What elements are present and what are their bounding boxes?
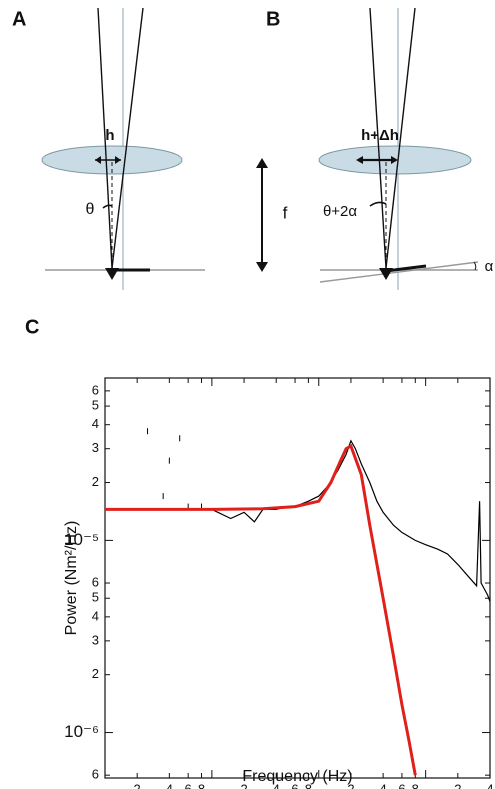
x-tick-label: 6	[398, 781, 405, 789]
data-line	[211, 439, 491, 602]
x-tick-label: 2	[240, 781, 247, 789]
y-tick-label: 3	[92, 440, 99, 455]
x-tick-label: 2	[134, 781, 141, 789]
width-label: h	[105, 127, 114, 144]
x-tick-label: 4	[166, 781, 173, 789]
beam	[97, 7, 113, 269]
focal-label: f	[283, 203, 288, 222]
y-tick-label: 5	[92, 590, 99, 605]
angle-arc	[473, 261, 477, 271]
panel-label: A	[12, 8, 26, 30]
beam	[111, 7, 144, 269]
cantilever	[385, 264, 427, 273]
tilt-label: α	[485, 258, 494, 275]
angle-arc	[102, 204, 113, 209]
x-tick-label: 8	[305, 781, 312, 789]
y-axis-label: Power (Nm²/Hz)	[63, 521, 80, 636]
y-tick-label: 10⁻⁵	[64, 530, 99, 549]
tip	[379, 268, 393, 280]
data-line	[105, 443, 417, 776]
angle-label: θ	[86, 201, 95, 218]
y-tick-label: 4	[92, 608, 99, 623]
x-tick-label: 8	[412, 781, 419, 789]
x-tick-label: 4	[486, 781, 493, 789]
y-tick-label: 2	[92, 666, 99, 681]
arrow-heads	[95, 156, 121, 164]
y-tick-label: 4	[92, 416, 99, 431]
plot-frame	[104, 377, 491, 779]
tip	[105, 268, 119, 280]
y-tick-label: 6	[92, 382, 99, 397]
beam	[385, 7, 416, 269]
tilted-surface	[319, 261, 479, 283]
x-axis-label: Frequency (Hz)	[242, 768, 352, 785]
x-tick-label: 6	[185, 781, 192, 789]
panel-label: B	[266, 8, 280, 30]
width-label: h+Δh	[361, 127, 399, 144]
x-tick-label: 6	[291, 781, 298, 789]
y-tick-label: 6	[92, 767, 99, 782]
angle-label: θ+2α	[323, 203, 357, 220]
y-tick-label: 6	[92, 574, 99, 589]
y-tick-label: 5	[92, 398, 99, 413]
x-tick-label: 4	[273, 781, 280, 789]
x-tick-label: 8	[198, 781, 205, 789]
x-tick-label: 4	[379, 781, 386, 789]
y-tick-label: 3	[92, 632, 99, 647]
beam	[369, 7, 387, 269]
x-tick-label: 2	[347, 781, 354, 789]
y-tick-label: 2	[92, 474, 99, 489]
x-tick-label: 2	[454, 781, 461, 789]
y-tick-label: 10⁻⁶	[64, 722, 99, 741]
panel-label: C	[25, 316, 39, 338]
angle-arc	[369, 201, 387, 207]
